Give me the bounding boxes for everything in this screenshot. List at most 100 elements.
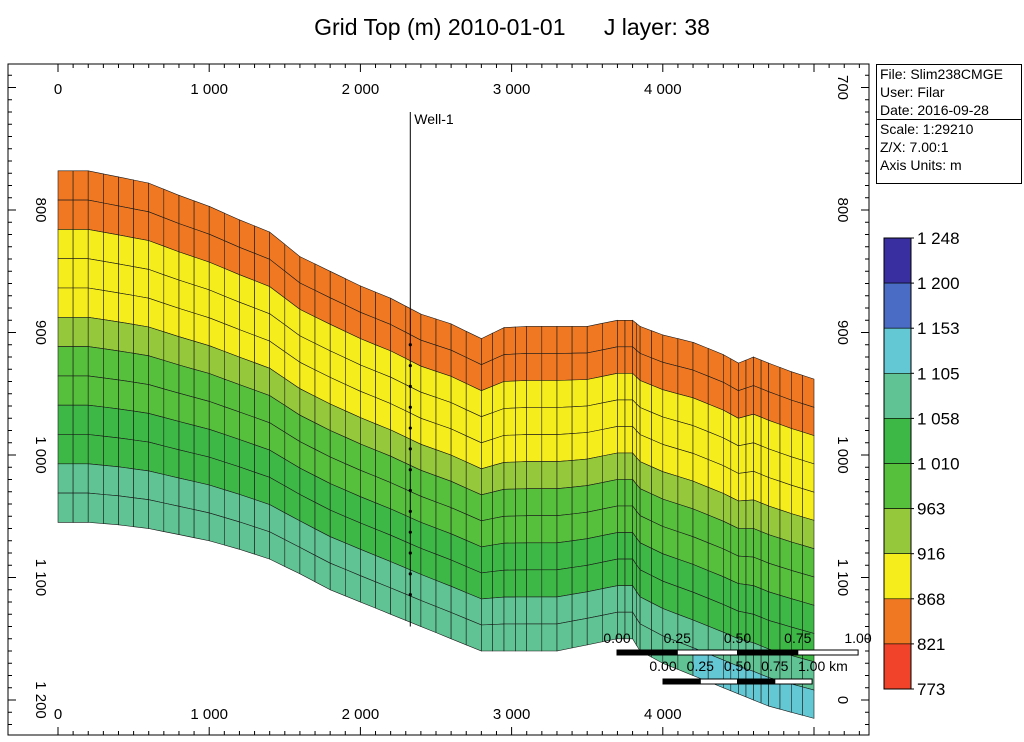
grid-cell [103,348,119,381]
grid-cell [103,406,119,439]
grid-cell [571,485,588,515]
colorbar-label: 916 [917,545,945,564]
scale-bar-1-segment [737,649,799,656]
scale-bar-2-segment [737,678,776,685]
grid-cell [768,505,781,539]
grid-cell [208,428,225,463]
grid-cell [571,538,588,568]
info-box: File: Slim238CMGE User: Filar Date: 2016… [876,64,1022,184]
y-tick-label-right: 1 000 [834,436,851,474]
grid-cell [224,489,240,523]
grid-cell [541,461,558,490]
grid-cell [635,429,641,463]
y-tick-label-right: 800 [834,197,851,222]
grid-cell [722,548,732,581]
grid-cell [760,616,769,650]
grid-cell [802,403,815,437]
grid-cell [790,683,804,716]
grid-cell [87,199,104,233]
grid-cell [639,461,652,495]
grid-cell [738,415,747,447]
grid-cell [515,434,528,463]
grid-cell [635,617,641,653]
grid-cell [745,499,754,529]
grid-cell [103,319,119,352]
grid-cell [760,559,769,593]
grid-cell [677,338,694,371]
grid-cell [208,456,225,491]
grid-cell [651,357,664,391]
grid-cell [133,497,149,529]
grid-cell [178,336,195,370]
grid-cell [760,388,769,421]
grid-cell [103,435,119,468]
grid-cell [556,326,573,354]
grid-cell [662,498,679,533]
well-perforation [408,530,412,534]
grid-cell [802,459,815,493]
grid-cell [586,482,603,513]
info-axis-units: Axis Units: m [880,157,962,173]
grid-cell [632,319,637,351]
grid-cell [586,535,603,566]
y-tick-label-right: 0 [834,696,851,704]
grid-cell [148,499,165,532]
grid-cell [601,426,618,457]
x-tick-label-top: 3 000 [493,81,531,98]
grid-cell [738,387,747,419]
x-tick-label-bottom: 4 000 [644,706,682,723]
grid-cell [492,569,505,599]
grid-cell [492,434,505,466]
well-perforation [408,447,412,451]
grid-cell [526,623,543,652]
grid-cell [72,404,89,435]
x-tick-label-bottom: 3 000 [493,706,531,723]
grid-cell [163,274,180,309]
grid-cell [133,381,149,414]
grid-cell [738,583,747,614]
grid-cell [571,405,588,434]
grid-cell [745,584,754,615]
grid-cell [571,617,588,649]
grid-cell [745,356,754,389]
grid-cell [571,458,588,488]
grid-cell [541,353,558,381]
grid-cell [503,569,516,598]
grid-cell [481,491,494,522]
grid-cell [118,292,134,325]
grid-cell [651,384,664,418]
grid-cell [571,432,588,461]
grid-cell [515,461,528,490]
grid-cell [722,437,732,470]
grid-cell [163,474,180,507]
grid-cell [730,552,739,585]
grid-cell [492,515,505,546]
grid-cell [624,532,633,560]
grid-cell [526,461,543,490]
grid-cell [481,359,494,392]
grid-cell [208,512,225,546]
grid-cell [745,385,754,417]
grid-cell [677,393,694,426]
grid-cell [617,399,626,427]
x-tick-label-top: 0 [54,81,62,98]
grid-cell [193,509,210,542]
grid-cell [133,266,149,299]
scale-bar-1-label: 0.00 [603,630,630,646]
grid-cell [526,434,543,462]
grid-cell [753,499,762,533]
grid-cell [738,359,747,392]
grid-cell [760,588,769,621]
scale-bar-1-label: 0.25 [664,630,691,646]
colorbar-label: 1 248 [917,229,960,248]
grid-cell [624,319,633,348]
grid-cell [148,355,165,390]
grid-cell [133,295,149,328]
x-tick-label-bottom: 2 000 [342,706,380,723]
grid-cell [118,234,134,268]
grid-cell [526,326,543,354]
y-tick-label-left: 1 000 [32,436,49,474]
grid-cell [178,251,195,286]
grid-cell [617,558,626,587]
grid-cell [632,372,637,405]
